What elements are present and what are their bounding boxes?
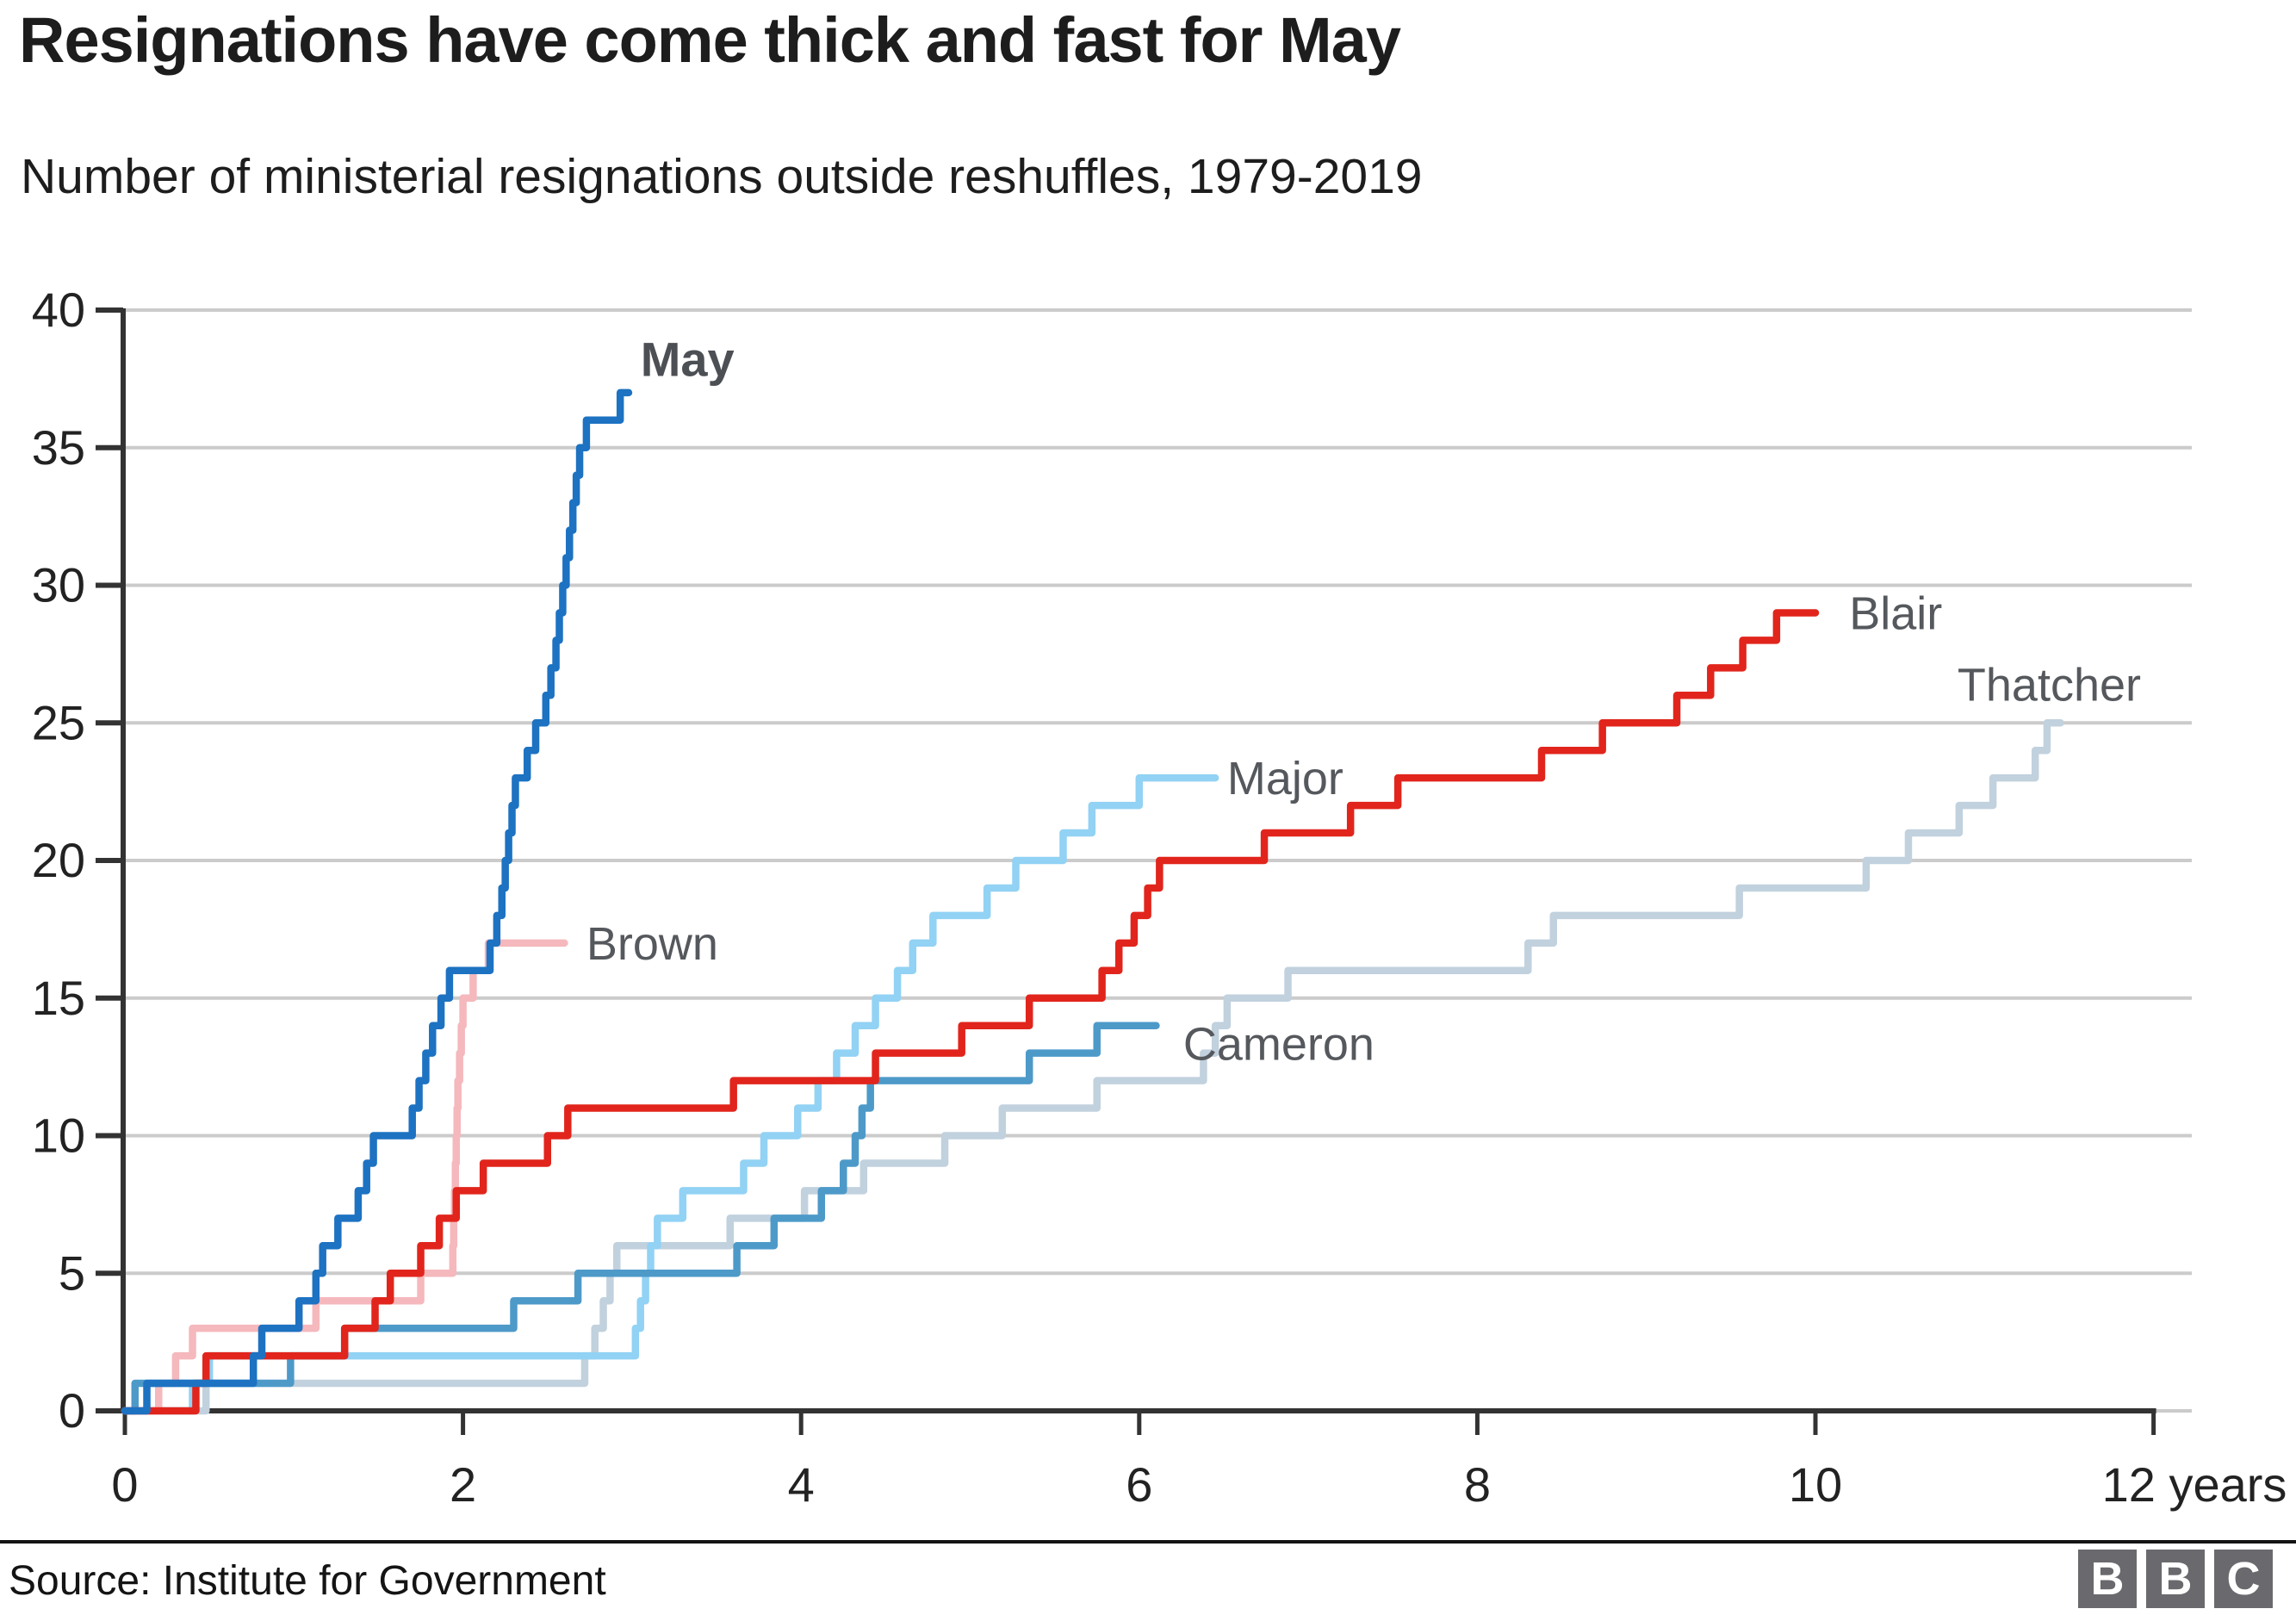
- series-label-thatcher: Thatcher: [1958, 660, 2141, 711]
- series-line-major: [121, 773, 1219, 1415]
- y-tick-label-35: 35: [32, 420, 85, 475]
- source-note: Source: Institute for Government: [9, 1558, 606, 1604]
- y-tick-label-20: 20: [32, 833, 85, 887]
- chart-subtitle: Number of ministerial resignations outsi…: [21, 149, 1423, 204]
- series-label-blair: Blair: [1849, 587, 1942, 639]
- x-tick-label-6: 6: [1126, 1457, 1152, 1512]
- x-tick-label-12: 12 years: [2102, 1457, 2287, 1512]
- y-tick-label-40: 40: [32, 283, 85, 337]
- x-tick-label-0: 0: [111, 1457, 138, 1512]
- series-line-may: [121, 388, 633, 1415]
- y-tick-label-25: 25: [32, 695, 85, 749]
- y-tick-label-5: 5: [59, 1245, 85, 1300]
- series-line-brown: [121, 939, 568, 1415]
- x-tick-label-10: 10: [1789, 1457, 1842, 1512]
- y-tick-label-10: 10: [32, 1109, 85, 1163]
- bbc-logo-block-b1: B: [2078, 1550, 2137, 1608]
- series-label-cameron: Cameron: [1183, 1018, 1374, 1070]
- series-line-blair: [121, 609, 1820, 1415]
- bbc-logo-block-c: C: [2214, 1550, 2273, 1608]
- footer-divider: [0, 1540, 2296, 1544]
- bbc-logo: B B C: [2078, 1550, 2273, 1608]
- series-line-thatcher: [121, 719, 2064, 1415]
- x-tick-label-4: 4: [788, 1457, 815, 1512]
- y-tick-label-15: 15: [32, 971, 85, 1025]
- chart-title: Resignations have come thick and fast fo…: [19, 4, 1401, 76]
- y-tick-label-0: 0: [59, 1383, 85, 1438]
- series-label-brown: Brown: [586, 918, 718, 970]
- x-tick-label-2: 2: [450, 1457, 476, 1512]
- series-label-major: Major: [1227, 753, 1343, 804]
- bbc-logo-block-b2: B: [2146, 1550, 2205, 1608]
- x-tick-label-8: 8: [1464, 1457, 1491, 1512]
- series-label-may: May: [641, 332, 735, 387]
- y-tick-label-30: 30: [32, 558, 85, 612]
